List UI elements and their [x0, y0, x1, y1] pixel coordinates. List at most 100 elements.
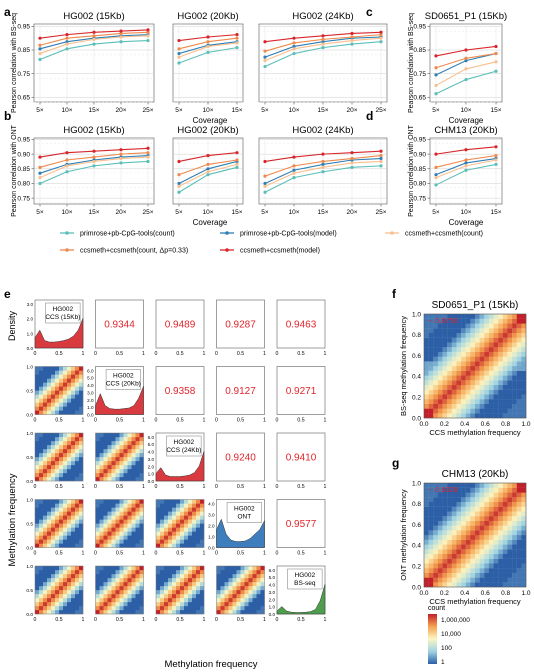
heat-cell [502, 483, 508, 488]
heat-cell [507, 568, 513, 573]
heat-cell [67, 586, 72, 591]
heat-cell [521, 516, 527, 521]
heat-cell [168, 507, 173, 512]
heat-cell [119, 511, 124, 516]
data-point [434, 54, 438, 58]
heat-cell [55, 433, 60, 438]
heat-cell [188, 606, 193, 611]
heat-cell [39, 473, 44, 478]
heat-cell [484, 394, 490, 400]
heat-cell [507, 582, 513, 588]
heat-cell [63, 590, 68, 595]
heat-cell [479, 553, 485, 559]
heat-cell [470, 516, 476, 521]
heat-cell [127, 590, 132, 595]
heat-cell [131, 606, 136, 611]
heat-cell [95, 453, 100, 458]
heat-cell [200, 610, 205, 615]
heat-cell [461, 530, 466, 536]
heat-cell [475, 351, 480, 357]
heat-cell [123, 574, 128, 579]
colorbar-tick: 100 [441, 645, 452, 652]
y-tick-label: 0.6 [412, 522, 421, 529]
heat-cell [119, 527, 124, 532]
heat-cell [484, 403, 490, 409]
data-point [494, 154, 498, 158]
heat-cell [521, 568, 527, 573]
y-tick-label: 1.0 [26, 431, 33, 437]
heat-cell [35, 511, 40, 516]
y-tick-label: 0.95 [17, 24, 30, 31]
heat-cell [447, 497, 452, 503]
heat-cell [447, 413, 452, 419]
matrix-y-label: Methylation frequency [7, 473, 18, 566]
heat-cell [115, 535, 120, 540]
heat-cell [172, 507, 177, 512]
heat-cell [461, 568, 466, 573]
y-tick-label: 0.0 [26, 612, 33, 618]
heat-cell [131, 437, 136, 442]
heat-cell [433, 520, 439, 526]
heat-cell [95, 519, 100, 524]
heat-cell [127, 449, 132, 454]
x-tick-label: 5× [36, 209, 44, 216]
heat-cell [139, 437, 144, 442]
heat-cell [75, 378, 80, 383]
heat-cell [156, 586, 161, 591]
heat-cell [75, 527, 80, 532]
y-tick-label: 0.75 [17, 71, 30, 78]
heat-cell [164, 523, 169, 528]
heat-cell [47, 582, 52, 587]
heat-cell [475, 511, 480, 517]
heat-cell [484, 370, 490, 376]
heat-cell [521, 506, 527, 512]
heat-cell [39, 511, 44, 516]
heat-cell [521, 337, 527, 343]
heat-cell [484, 539, 490, 545]
heat-cell [521, 544, 527, 550]
x-tick-label: 1 [324, 484, 327, 490]
heat-cell [75, 511, 80, 516]
heat-cell [71, 539, 76, 544]
heat-cell [47, 578, 52, 583]
heat-cell [119, 433, 124, 438]
heat-cell [63, 578, 68, 583]
heat-cell [502, 356, 508, 362]
heat-cell [447, 356, 452, 362]
heat-cell [224, 594, 229, 599]
heat-cell [127, 539, 132, 544]
heat-cell [59, 398, 64, 403]
data-point [321, 40, 325, 44]
heat-cell [433, 370, 439, 376]
heat-cell [502, 328, 508, 334]
heat-cell [164, 582, 169, 587]
heat-cell [107, 499, 112, 504]
heat-cell [479, 328, 485, 334]
heat-cell [521, 535, 527, 540]
heat-cell [131, 457, 136, 462]
heat-cell [115, 503, 120, 508]
heat-cell [456, 337, 462, 343]
x-tick-label: 0.5 [176, 351, 183, 357]
heat-cell [99, 499, 104, 504]
heat-cell [47, 511, 52, 516]
heat-cell [99, 606, 104, 611]
heat-cell [502, 544, 508, 550]
heat-cell [451, 332, 457, 338]
heat-cell [35, 539, 40, 544]
correlation-box [276, 299, 326, 349]
heat-cell [498, 549, 503, 555]
heat-cell [139, 535, 144, 540]
heat-cell [488, 568, 494, 573]
heat-cell [479, 582, 485, 588]
heat-cell [71, 578, 76, 583]
heat-cell [160, 535, 165, 540]
heat-cell [123, 511, 128, 516]
heat-cell [451, 337, 457, 343]
x-tick-label: 1 [82, 418, 85, 424]
heat-cell [433, 361, 439, 367]
heat-cell [188, 578, 193, 583]
heat-cell [168, 590, 173, 595]
heat-cell [424, 403, 429, 409]
heat-cell [63, 535, 68, 540]
